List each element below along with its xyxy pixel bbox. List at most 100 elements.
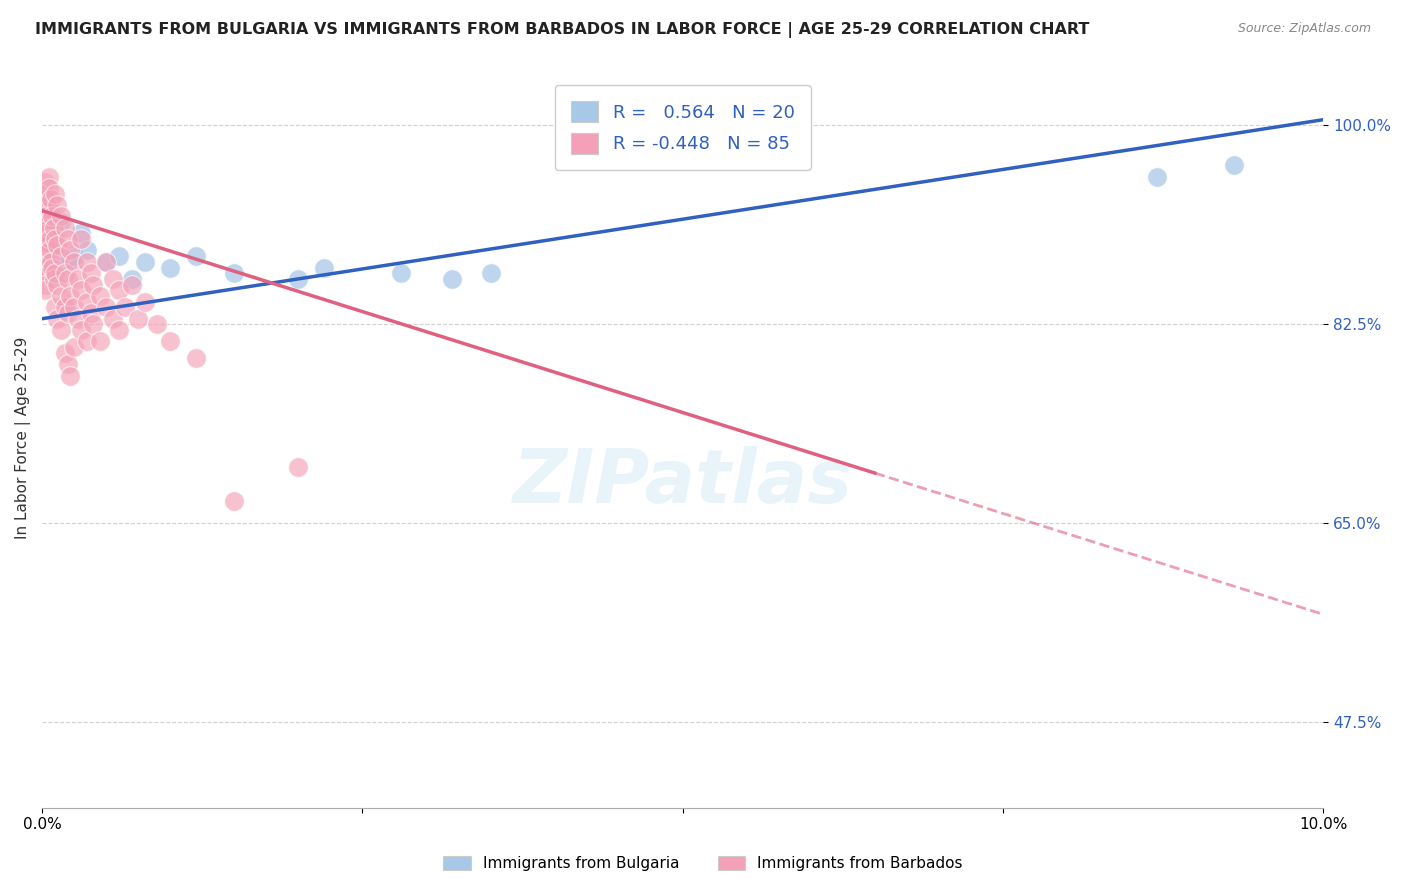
Point (101, 311, 124, 326)
Point (101, 272, 124, 286)
Point (34, 192, 56, 206)
Point (56, 232, 79, 246)
Point (34, 266, 56, 280)
Point (184, 249, 207, 263)
Point (35, 198, 58, 212)
Point (63, 340, 86, 354)
Point (63, 301, 86, 315)
Point (56, 357, 79, 371)
Point (34, 220, 56, 235)
Point (76, 294, 98, 309)
Point (479, 266, 502, 280)
Point (441, 272, 464, 286)
Point (46, 237, 69, 252)
Point (389, 266, 412, 280)
Point (89, 289, 111, 303)
Point (82, 277, 104, 292)
Point (39, 192, 62, 206)
Point (134, 255, 156, 269)
Point (69, 227, 91, 241)
Point (34, 186, 56, 201)
Point (37, 215, 59, 229)
Point (76, 334, 98, 349)
Point (38, 220, 60, 235)
Point (51, 323, 73, 337)
Point (121, 277, 143, 292)
Point (108, 323, 131, 337)
Point (51, 249, 73, 263)
Point (38, 244, 60, 258)
Point (53, 220, 76, 235)
Point (66, 311, 89, 326)
Point (59, 368, 82, 383)
Point (34, 249, 56, 263)
Point (59, 244, 82, 258)
Point (35, 210, 58, 224)
Point (38, 169, 60, 184)
Point (44, 301, 66, 315)
Text: ZIPatlas: ZIPatlas (513, 446, 852, 519)
Point (59, 289, 82, 303)
Point (34, 237, 56, 252)
Point (34, 277, 56, 292)
Point (34, 232, 56, 246)
Point (53, 346, 76, 360)
Point (51, 215, 73, 229)
Point (41, 210, 63, 224)
Point (51, 289, 73, 303)
Point (46, 311, 69, 326)
Point (34, 203, 56, 218)
Point (51, 210, 73, 224)
Point (53, 266, 76, 280)
Point (184, 351, 207, 366)
Point (287, 272, 309, 286)
Point (108, 283, 131, 297)
Point (1146, 169, 1168, 184)
Point (80, 306, 103, 320)
Point (224, 493, 246, 508)
Point (39, 255, 62, 269)
Legend: R =   0.564   N = 20, R = -0.448   N = 85: R = 0.564 N = 20, R = -0.448 N = 85 (555, 85, 811, 170)
Point (38, 181, 60, 195)
Point (82, 318, 104, 332)
Point (108, 249, 131, 263)
Point (46, 277, 69, 292)
Point (42, 220, 65, 235)
Point (69, 232, 91, 246)
Point (56, 272, 79, 286)
Point (224, 266, 246, 280)
Point (89, 334, 111, 349)
Point (34, 283, 56, 297)
Point (41, 260, 63, 275)
Point (53, 301, 76, 315)
Point (121, 272, 143, 286)
Legend: Immigrants from Bulgaria, Immigrants from Barbados: Immigrants from Bulgaria, Immigrants fro… (437, 849, 969, 877)
Point (63, 249, 86, 263)
Point (80, 266, 103, 280)
Point (34, 244, 56, 258)
Point (37, 227, 59, 241)
Point (1222, 158, 1244, 172)
Point (69, 283, 91, 297)
Point (96, 301, 118, 315)
Point (76, 255, 98, 269)
Point (146, 318, 169, 332)
Point (42, 272, 65, 286)
Point (44, 232, 66, 246)
Point (38, 232, 60, 246)
Point (114, 301, 136, 315)
Point (96, 255, 118, 269)
Point (159, 334, 181, 349)
Point (46, 249, 69, 263)
Point (34, 255, 56, 269)
Text: IMMIGRANTS FROM BULGARIA VS IMMIGRANTS FROM BARBADOS IN LABOR FORCE | AGE 25-29 : IMMIGRANTS FROM BULGARIA VS IMMIGRANTS F… (35, 22, 1090, 38)
Point (34, 260, 56, 275)
Point (312, 260, 335, 275)
Text: Source: ZipAtlas.com: Source: ZipAtlas.com (1237, 22, 1371, 36)
Point (56, 255, 79, 269)
Point (76, 244, 98, 258)
Point (66, 272, 89, 286)
Point (63, 255, 86, 269)
Point (159, 260, 181, 275)
Point (69, 323, 91, 337)
